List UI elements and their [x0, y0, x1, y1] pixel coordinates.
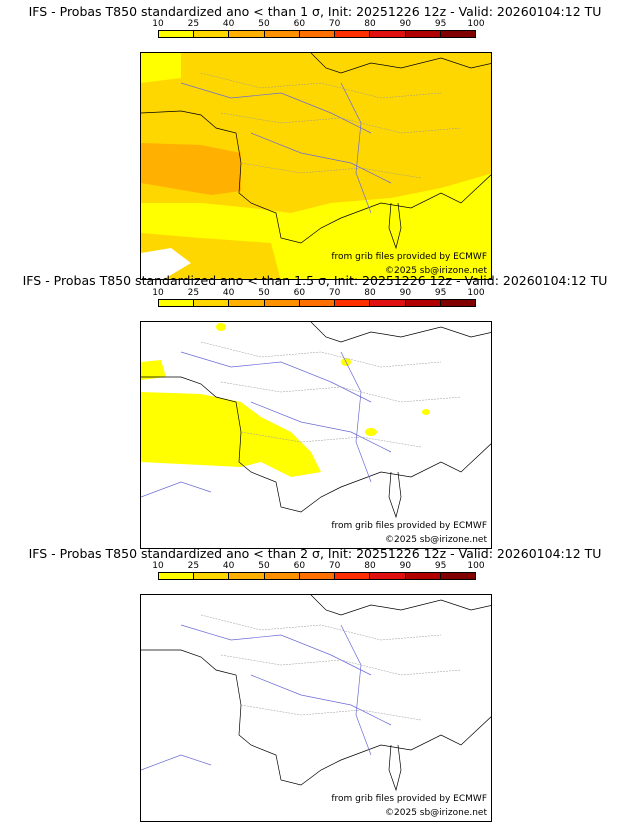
colorbar-tick-label: 25 — [187, 561, 200, 571]
colorbar-tick-label: 100 — [467, 19, 485, 29]
colorbar-tick-label: 50 — [258, 19, 270, 29]
colorbar-swatch — [264, 300, 300, 306]
colorbar-swatch — [370, 300, 406, 306]
colorbar-tick-label: 95 — [434, 288, 447, 298]
colorbar-swatch — [299, 573, 336, 579]
colorbar-tick-label: 90 — [399, 561, 412, 571]
colorbar-swatches — [158, 572, 476, 580]
colorbar-swatch — [370, 31, 406, 37]
colorbar-legend: 10 25 40 50 60 70 80 90 95 100 — [152, 288, 485, 310]
colorbar-tick-label: 90 — [399, 288, 412, 298]
colorbar-swatch — [159, 31, 195, 37]
colorbar-tick-label: 10 — [152, 19, 164, 29]
source-credit: from grib files provided by ECMWF — [331, 252, 487, 262]
colorbar-swatches — [158, 299, 476, 307]
colorbar-swatch — [405, 31, 441, 37]
colorbar-swatch — [159, 573, 195, 579]
panel-title: IFS - Probas T850 standardized ano < tha… — [22, 273, 608, 288]
colorbar-tick-label: 100 — [467, 561, 485, 571]
colorbar-tick-label: 80 — [364, 19, 376, 29]
colorbar-swatch — [194, 300, 230, 306]
colorbar-swatch — [440, 31, 475, 37]
colorbar-swatch — [335, 300, 371, 306]
colorbar-swatch — [405, 300, 441, 306]
colorbar-swatch — [229, 573, 265, 579]
colorbar-swatch — [229, 300, 265, 306]
panel-title: IFS - Probas T850 standardized ano < tha… — [28, 4, 602, 19]
colorbar-tick-label: 70 — [328, 19, 341, 29]
colorbar-swatches — [158, 30, 476, 38]
colorbar-swatch — [159, 300, 195, 306]
colorbar-tick-label: 50 — [258, 561, 270, 571]
colorbar-tick-label: 25 — [187, 288, 200, 298]
colorbar-tick-label: 10 — [152, 288, 164, 298]
colorbar-swatch — [264, 31, 300, 37]
copyright-notice: ©2025 sb@irizone.net — [385, 266, 487, 276]
colorbar-swatch — [405, 573, 441, 579]
source-credit: from grib files provided by ECMWF — [331, 521, 487, 531]
colorbar-tick-label: 80 — [364, 561, 376, 571]
colorbar-tick-label: 60 — [293, 561, 306, 571]
source-credit: from grib files provided by ECMWF — [331, 794, 487, 804]
colorbar-swatch — [194, 31, 230, 37]
colorbar-legend: 10 25 40 50 60 70 80 90 95 100 — [152, 561, 485, 583]
colorbar-tick-label: 40 — [222, 19, 235, 29]
colorbar-tick-labels: 10 25 40 50 60 70 80 90 95 100 — [152, 561, 484, 571]
map-panel-1: IFS - Probas T850 standardized ano < tha… — [0, 4, 630, 280]
copyright-notice: ©2025 sb@irizone.net — [385, 808, 487, 818]
colorbar-tick-label: 60 — [293, 19, 306, 29]
colorbar-tick-label: 70 — [328, 561, 341, 571]
map-canvas — [141, 595, 491, 821]
colorbar-swatch — [299, 300, 336, 306]
colorbar-swatch — [194, 573, 230, 579]
colorbar-swatch — [264, 573, 300, 579]
copyright-notice: ©2025 sb@irizone.net — [385, 535, 487, 545]
map-panel-2: IFS - Probas T850 standardized ano < tha… — [0, 273, 630, 549]
colorbar-tick-label: 40 — [222, 288, 235, 298]
colorbar-swatch — [440, 300, 475, 306]
probability-map: from grib files provided by ECMWF ©2025 … — [140, 321, 492, 549]
colorbar-swatch — [440, 573, 475, 579]
probability-map: from grib files provided by ECMWF ©2025 … — [140, 52, 492, 280]
colorbar-tick-label: 90 — [399, 19, 412, 29]
colorbar-legend: 10 25 40 50 60 70 80 90 95 100 — [152, 19, 485, 41]
colorbar-tick-label: 25 — [187, 19, 200, 29]
colorbar-tick-label: 80 — [364, 288, 376, 298]
colorbar-tick-labels: 10 25 40 50 60 70 80 90 95 100 — [152, 19, 484, 29]
colorbar-tick-label: 50 — [258, 288, 270, 298]
colorbar-tick-label: 95 — [434, 561, 447, 571]
colorbar-tick-labels: 10 25 40 50 60 70 80 90 95 100 — [152, 288, 484, 298]
colorbar-tick-label: 100 — [467, 288, 485, 298]
probability-map: from grib files provided by ECMWF ©2025 … — [140, 594, 492, 822]
colorbar-tick-label: 40 — [222, 561, 235, 571]
colorbar-swatch — [370, 573, 406, 579]
colorbar-swatch — [335, 31, 371, 37]
colorbar-tick-label: 60 — [293, 288, 306, 298]
map-canvas — [141, 53, 491, 279]
colorbar-swatch — [299, 31, 336, 37]
colorbar-tick-label: 10 — [152, 561, 164, 571]
colorbar-swatch — [335, 573, 371, 579]
colorbar-tick-label: 70 — [328, 288, 341, 298]
colorbar-swatch — [229, 31, 265, 37]
map-panel-3: IFS - Probas T850 standardized ano < tha… — [0, 546, 630, 822]
map-canvas — [141, 322, 491, 548]
panel-title: IFS - Probas T850 standardized ano < tha… — [28, 546, 602, 561]
colorbar-tick-label: 95 — [434, 19, 447, 29]
